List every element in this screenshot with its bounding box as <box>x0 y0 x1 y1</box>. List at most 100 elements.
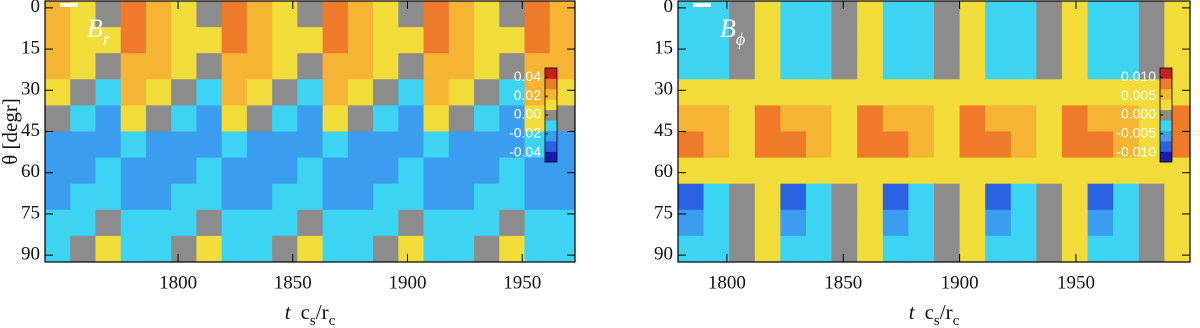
heatmap-cell <box>934 53 961 80</box>
heatmap-cell <box>959 79 986 106</box>
heatmap-cell <box>499 235 526 263</box>
heatmap-cell <box>857 1 884 28</box>
x-tick-label: 1850 <box>274 272 312 293</box>
x-axis-label-part: c <box>301 300 310 324</box>
heatmap-cell <box>1036 209 1063 237</box>
heatmap-cell <box>423 183 450 211</box>
heatmap-cell <box>882 235 909 263</box>
colorbar-tick-label: -0.02 <box>509 125 541 141</box>
heatmap-cell <box>272 27 298 54</box>
heatmap-cell <box>857 235 884 263</box>
heatmap-cell <box>857 157 884 185</box>
heatmap-cell <box>703 209 730 237</box>
heatmap-cell <box>831 209 858 237</box>
heatmap-cell <box>120 131 147 159</box>
heatmap-cell <box>474 235 500 263</box>
heatmap-cell <box>1087 131 1114 159</box>
heatmap-cell <box>882 209 909 237</box>
heatmap-cell <box>678 53 705 80</box>
panel-label-main: B <box>87 14 103 43</box>
heatmap-cell <box>120 183 147 211</box>
x-tick-label: 1800 <box>708 272 746 293</box>
x-tick-label: 1800 <box>159 272 197 293</box>
heatmap-cell <box>780 157 807 185</box>
heatmap-cell <box>70 183 96 211</box>
heatmap-cell <box>145 131 172 159</box>
heatmap-cell <box>754 27 781 54</box>
x-axis-label-part: s <box>310 313 316 328</box>
heatmap-cell <box>754 131 781 159</box>
heatmap-cell <box>171 209 197 237</box>
heatmap-cell <box>373 131 399 159</box>
heatmap-cell <box>780 235 807 263</box>
heatmap-cell <box>448 183 475 211</box>
heatmap-cell <box>398 53 425 80</box>
heatmap-cell <box>908 209 935 237</box>
y-tick-label: 45 <box>21 120 40 141</box>
heatmap-cell <box>171 27 197 54</box>
heatmap-cell <box>524 27 551 54</box>
heatmap-cell <box>171 183 197 211</box>
heatmap-cell <box>246 157 273 185</box>
heatmap-cell <box>959 131 986 159</box>
heatmap-cell <box>882 183 909 211</box>
heatmap-cell <box>703 53 730 80</box>
heatmap-cell <box>1010 157 1037 185</box>
heatmap-cell <box>1036 131 1063 159</box>
heatmap-cell <box>171 131 197 159</box>
colorbar-swatch <box>545 88 557 100</box>
heatmap-cell <box>1010 131 1037 159</box>
heatmap-cell <box>120 53 147 80</box>
heatmap-cell <box>196 1 223 28</box>
heatmap-cell <box>120 235 147 263</box>
heatmap-cell <box>934 183 961 211</box>
heatmap-cell <box>882 105 909 132</box>
heatmap-cell <box>806 209 833 237</box>
heatmap-cell <box>959 1 986 28</box>
heatmap-cell <box>1164 1 1191 28</box>
heatmap-cell <box>1138 1 1165 28</box>
colorbar-tick-label: 0.04 <box>514 68 541 84</box>
heatmap-cell <box>196 53 223 80</box>
heatmap-cell <box>272 235 298 263</box>
heatmap-cell <box>297 157 324 185</box>
heatmap-cell <box>423 209 450 237</box>
heatmap-cell <box>70 131 96 159</box>
heatmap-cell <box>196 235 223 263</box>
heatmap-cell <box>95 235 122 263</box>
heatmap-cell <box>246 209 273 237</box>
x-axis-label-part: s <box>934 313 940 328</box>
heatmap-cell <box>347 131 374 159</box>
heatmap-cell <box>221 157 248 185</box>
heatmap-cell <box>780 1 807 28</box>
heatmap-cell <box>729 131 756 159</box>
heatmap-cell <box>882 131 909 159</box>
heatmap-cell <box>549 27 576 54</box>
heatmap-cell <box>729 105 756 132</box>
heatmap-cell <box>985 53 1012 80</box>
heatmap-cell <box>398 105 425 132</box>
heatmap-cell <box>272 131 298 159</box>
heatmap-cell <box>322 131 349 159</box>
heatmap-cell <box>831 131 858 159</box>
heatmap-cell <box>882 79 909 106</box>
heatmap-cell <box>246 131 273 159</box>
heatmap-cell <box>985 27 1012 54</box>
heatmap-cell <box>145 1 172 28</box>
colorbar-swatch <box>545 120 557 131</box>
y-tick-label: 60 <box>21 161 40 182</box>
y-tick-label: 90 <box>21 243 40 264</box>
heatmap-cell <box>1087 209 1114 237</box>
heatmap-cell <box>70 209 96 237</box>
heatmap-cell <box>347 53 374 80</box>
heatmap-cell <box>831 27 858 54</box>
heatmap-cell <box>831 105 858 132</box>
heatmap-cell <box>499 27 526 54</box>
y-tick-label: 30 <box>654 79 673 100</box>
y-tick-label: 0 <box>664 0 674 17</box>
heatmap-cell <box>908 235 935 263</box>
heatmap-cell <box>272 157 298 185</box>
heatmap-cell <box>474 79 500 106</box>
heatmap-cell <box>145 105 172 132</box>
heatmap-cell <box>373 105 399 132</box>
